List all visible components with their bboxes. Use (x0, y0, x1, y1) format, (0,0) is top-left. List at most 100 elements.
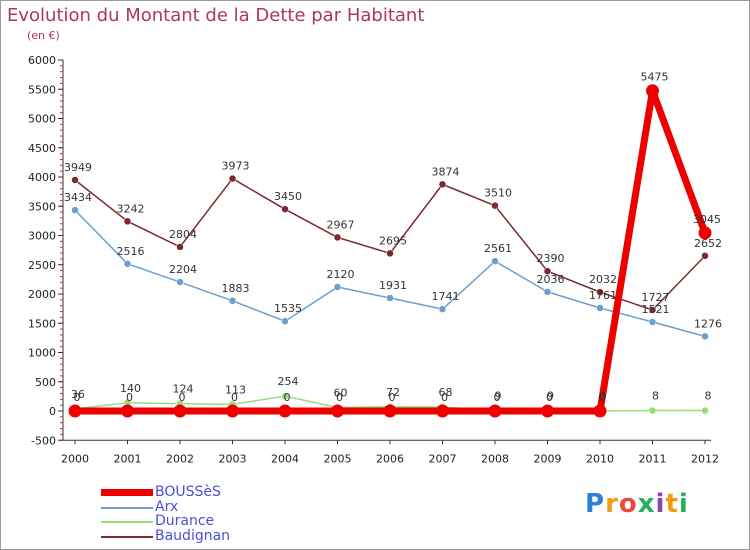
y-tick-label: 3000 (28, 230, 56, 243)
data-label-baudignan: 1727 (642, 291, 670, 304)
data-point-baudignan (333, 233, 342, 242)
data-label-bousss: 3045 (693, 213, 721, 226)
data-label-baudignan: 2652 (694, 237, 722, 250)
data-point-bousss (226, 404, 239, 418)
data-point-bousss (383, 404, 397, 418)
data-point-bousss (593, 404, 607, 418)
data-label-arx: 2120 (327, 268, 355, 281)
data-label-bousss: 0 (179, 391, 186, 404)
data-point-bousss (278, 404, 292, 418)
data-label-bousss: 0 (231, 391, 238, 404)
data-label-arx: 1535 (274, 302, 302, 315)
data-label-arx: 1276 (694, 317, 722, 330)
data-label-bousss: 5475 (641, 71, 669, 84)
y-tick-label: 6000 (28, 54, 56, 67)
data-point-arx (648, 318, 657, 326)
data-label-arx: 2036 (537, 273, 565, 286)
data-label-bousss: 0 (74, 391, 81, 404)
data-label-bousss: 0 (441, 391, 448, 404)
data-label-bousss: 0 (389, 391, 396, 404)
y-tick-label: 5500 (28, 83, 56, 96)
data-point-arx (386, 294, 394, 302)
x-tick-label: 2004 (271, 452, 299, 465)
data-point-bousss (698, 226, 712, 240)
legend-label-arx: Arx (155, 498, 179, 515)
data-label-durance: 60 (334, 386, 348, 399)
legend-label-bousses: BOUSSèS (155, 484, 221, 500)
data-point-arx (71, 206, 79, 214)
y-tick-label: -500 (31, 434, 56, 447)
data-label-durance: 9 (547, 389, 554, 402)
data-point-arx (543, 288, 552, 296)
data-label-arx: 3434 (64, 191, 92, 204)
x-tick-label: 2001 (114, 452, 142, 465)
x-tick-label: 2009 (534, 452, 562, 465)
data-point-bousss (121, 404, 134, 418)
x-tick-label: 2006 (376, 452, 404, 465)
y-tick-label: 500 (35, 376, 56, 389)
legend-label-baudignan: Baudignan (155, 527, 231, 544)
data-label-durance: 140 (120, 382, 141, 395)
data-label-bousss: 0 (284, 391, 291, 404)
x-tick-label: 2000 (61, 452, 89, 465)
data-label-bousss: 0 (599, 391, 606, 404)
data-label-arx: 1761 (589, 289, 617, 302)
data-label-durance: 8 (705, 390, 712, 403)
data-label-durance: 68 (439, 386, 453, 399)
x-tick-label: 2010 (586, 452, 614, 465)
data-point-arx (701, 332, 709, 341)
x-tick-label: 2002 (166, 452, 194, 465)
data-label-arx: 1741 (432, 290, 460, 303)
data-label-durance: 8 (652, 390, 659, 403)
chart-unit: (en €) (27, 29, 60, 42)
data-point-baudignan (596, 288, 604, 296)
data-point-baudignan (176, 243, 184, 251)
data-point-bousss (488, 404, 502, 418)
legend-swatch-bousses (101, 489, 153, 496)
data-point-bousss (68, 404, 82, 418)
x-tick-label: 2012 (691, 452, 719, 465)
data-label-baudignan: 3450 (274, 190, 302, 203)
data-point-bousss (541, 404, 554, 418)
data-point-bousss (646, 84, 659, 98)
legend-swatch-durance (101, 521, 153, 523)
x-tick-label: 2008 (481, 452, 509, 465)
x-tick-label: 2011 (639, 452, 667, 465)
data-point-arx (281, 317, 289, 325)
y-tick-label: 1000 (28, 347, 56, 360)
y-tick-label: 2500 (28, 259, 56, 272)
data-point-durance (701, 406, 709, 415)
data-label-durance: 124 (173, 383, 194, 396)
data-point-durance (648, 406, 657, 415)
data-point-baudignan (71, 176, 79, 184)
data-point-arx (491, 257, 499, 265)
y-tick-label: 4500 (28, 142, 56, 155)
y-tick-label: 4000 (28, 171, 56, 184)
data-label-bousss: 0 (546, 391, 553, 404)
data-label-baudignan: 2032 (589, 273, 617, 286)
y-tick-label: 2000 (28, 288, 56, 301)
data-label-arx: 1521 (642, 303, 670, 316)
data-point-bousss (436, 404, 449, 418)
data-point-arx (438, 305, 447, 313)
y-tick-label: 3500 (28, 200, 56, 213)
data-point-baudignan (386, 249, 394, 258)
data-point-bousss (331, 404, 344, 418)
data-point-baudignan (438, 180, 447, 189)
data-point-baudignan (648, 306, 657, 314)
data-point-arx (596, 304, 604, 312)
data-label-bousss: 0 (126, 391, 133, 404)
data-point-arx (176, 278, 184, 286)
data-label-baudignan: 3510 (484, 187, 512, 200)
legend-swatch-arx (101, 506, 153, 509)
data-label-durance: 0 (600, 390, 607, 403)
data-label-bousss: 0 (494, 391, 501, 404)
data-point-arx (228, 297, 237, 305)
data-label-baudignan: 3242 (117, 202, 145, 215)
data-label-arx: 2516 (117, 245, 145, 258)
data-label-baudignan: 2804 (169, 228, 197, 241)
y-tick-label: 5000 (28, 113, 56, 126)
data-label-durance: 72 (386, 386, 400, 399)
